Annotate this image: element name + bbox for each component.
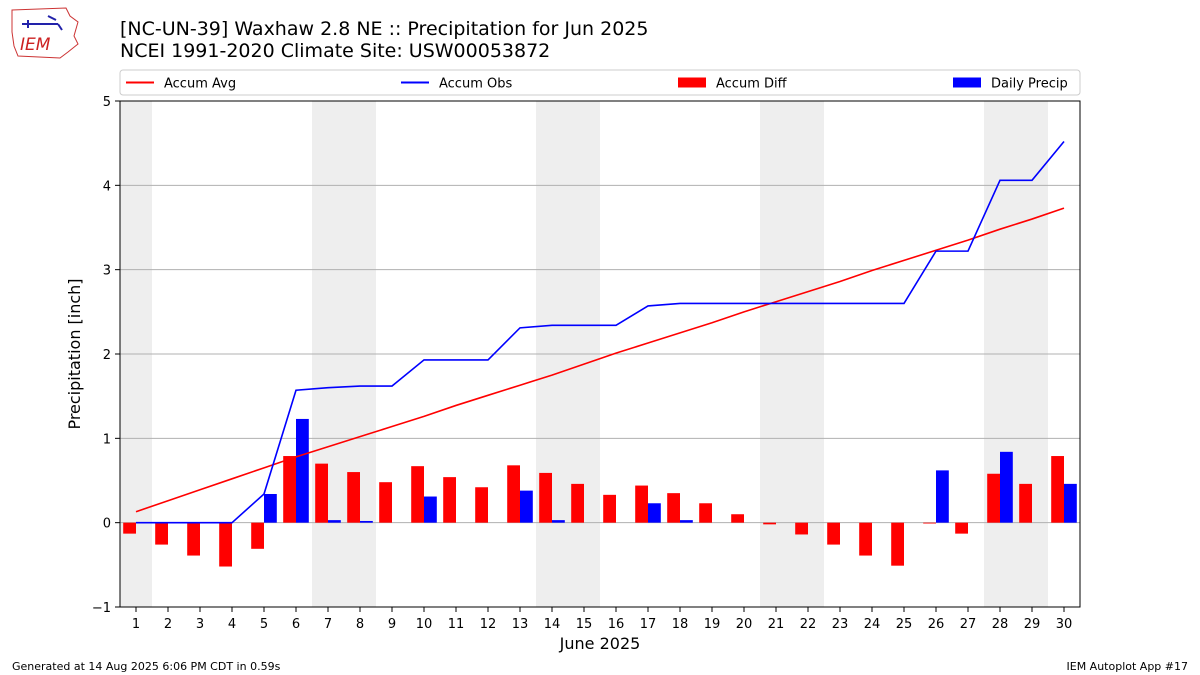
accum-diff-bar xyxy=(635,485,648,523)
y-tick-label: −1 xyxy=(92,601,111,616)
accum-diff-bar xyxy=(763,522,776,525)
accum-diff-bar xyxy=(155,522,168,545)
accum-diff-bar xyxy=(1019,483,1032,523)
x-tick-label: 8 xyxy=(356,617,364,632)
generated-timestamp: Generated at 14 Aug 2025 6:06 PM CDT in … xyxy=(12,660,281,673)
x-tick-label: 25 xyxy=(896,617,913,632)
daily-precip-bar xyxy=(680,520,693,523)
accum-diff-bar xyxy=(955,522,968,534)
accum-diff-bar xyxy=(923,522,936,524)
x-tick-label: 19 xyxy=(704,617,721,632)
x-tick-label: 20 xyxy=(736,617,753,632)
x-tick-label: 16 xyxy=(608,617,625,632)
x-tick-label: 7 xyxy=(324,617,332,632)
x-tick-label: 10 xyxy=(416,617,433,632)
chart-title: [NC-UN-39] Waxhaw 2.8 NE :: Precipitatio… xyxy=(120,18,649,40)
accum-diff-bar xyxy=(603,494,616,523)
x-tick-label: 11 xyxy=(448,617,465,632)
daily-precip-bar xyxy=(328,520,341,523)
accum-diff-bar xyxy=(667,493,680,523)
y-tick-label: 0 xyxy=(103,517,111,532)
iem-logo: IEM xyxy=(11,7,79,59)
x-tick-label: 24 xyxy=(864,617,881,632)
accum-diff-bar xyxy=(123,522,136,534)
accum-diff-bar xyxy=(315,463,328,523)
legend-bar-swatch xyxy=(678,77,706,88)
x-tick-label: 30 xyxy=(1056,617,1073,632)
accum-diff-bar xyxy=(795,522,808,535)
weather-symbols-icon xyxy=(22,15,63,31)
accum-avg-line xyxy=(135,207,1065,513)
x-tick-label: 14 xyxy=(544,617,561,632)
x-axis-label: June 2025 xyxy=(559,634,641,653)
x-tick-label: 29 xyxy=(1024,617,1041,632)
x-tick-label: 1 xyxy=(132,617,140,632)
legend-label: Accum Obs xyxy=(439,77,512,92)
accum-diff-bar xyxy=(219,522,232,567)
x-tick-label: 28 xyxy=(992,617,1009,632)
x-tick-label: 17 xyxy=(640,617,657,632)
y-tick-label: 4 xyxy=(103,179,111,194)
daily-precip-bar xyxy=(552,520,565,523)
x-tick-label: 12 xyxy=(480,617,497,632)
accum-diff-bar xyxy=(571,483,584,523)
daily-precip-bar xyxy=(936,470,949,523)
legend-bar-swatch xyxy=(953,77,981,88)
y-tick-label: 5 xyxy=(103,95,111,110)
legend-box xyxy=(119,69,1081,96)
accum-diff-bar xyxy=(187,522,200,556)
y-axis-label: Precipitation [inch] xyxy=(65,278,84,429)
app-credit: IEM Autoplot App #17 xyxy=(1066,660,1189,673)
x-tick-label: 9 xyxy=(388,617,396,632)
daily-precip-bar xyxy=(648,503,661,523)
accum-diff-bar xyxy=(859,522,872,556)
accum-diff-bar xyxy=(251,522,264,549)
accum-diff-bar xyxy=(411,466,424,523)
x-tick-label: 6 xyxy=(292,617,300,632)
accum-obs-line xyxy=(136,140,1065,524)
accum-diff-bar xyxy=(475,487,488,523)
y-tick-label: 2 xyxy=(103,348,111,363)
y-tick-label: 1 xyxy=(103,432,111,447)
accum-diff-bar xyxy=(1051,456,1064,523)
legend-label: Accum Avg xyxy=(164,77,236,92)
legend-label: Accum Diff xyxy=(716,77,788,92)
accum-diff-bar xyxy=(283,456,296,523)
accum-diff-bar xyxy=(827,522,840,545)
x-tick-label: 13 xyxy=(512,617,529,632)
y-tick-label: 3 xyxy=(103,264,111,279)
x-tick-label: 18 xyxy=(672,617,689,632)
x-tick-label: 3 xyxy=(196,617,204,632)
x-tick-label: 26 xyxy=(928,617,945,632)
x-tick-label: 22 xyxy=(800,617,817,632)
daily-precip-bar xyxy=(520,490,533,523)
daily-precip-bar xyxy=(360,520,373,523)
daily-precip-bar xyxy=(1064,483,1077,523)
x-tick-label: 2 xyxy=(164,617,172,632)
accum-diff-bar xyxy=(987,473,1000,523)
accum-diff-bar xyxy=(699,503,712,523)
accum-diff-bar xyxy=(379,482,392,523)
accum-diff-bar xyxy=(539,472,552,523)
chart-subtitle: NCEI 1991-2020 Climate Site: USW00053872 xyxy=(120,40,551,62)
x-tick-label: 23 xyxy=(832,617,849,632)
accum-diff-bar xyxy=(443,477,456,523)
x-tick-label: 4 xyxy=(228,617,236,632)
x-tick-label: 5 xyxy=(260,617,268,632)
daily-precip-bar xyxy=(424,496,437,523)
daily-precip-bar xyxy=(264,493,277,523)
x-tick-label: 21 xyxy=(768,617,785,632)
accum-diff-bar xyxy=(731,514,744,523)
daily-precip-bar xyxy=(296,418,309,523)
legend-label: Daily Precip xyxy=(991,77,1068,92)
accum-diff-bar xyxy=(347,472,360,523)
x-tick-label: 15 xyxy=(576,617,593,632)
logo-text: IEM xyxy=(20,35,51,55)
x-tick-label: 27 xyxy=(960,617,977,632)
daily-precip-bar xyxy=(1000,451,1013,523)
accum-diff-bar xyxy=(891,522,904,566)
accum-diff-bar xyxy=(507,465,520,523)
